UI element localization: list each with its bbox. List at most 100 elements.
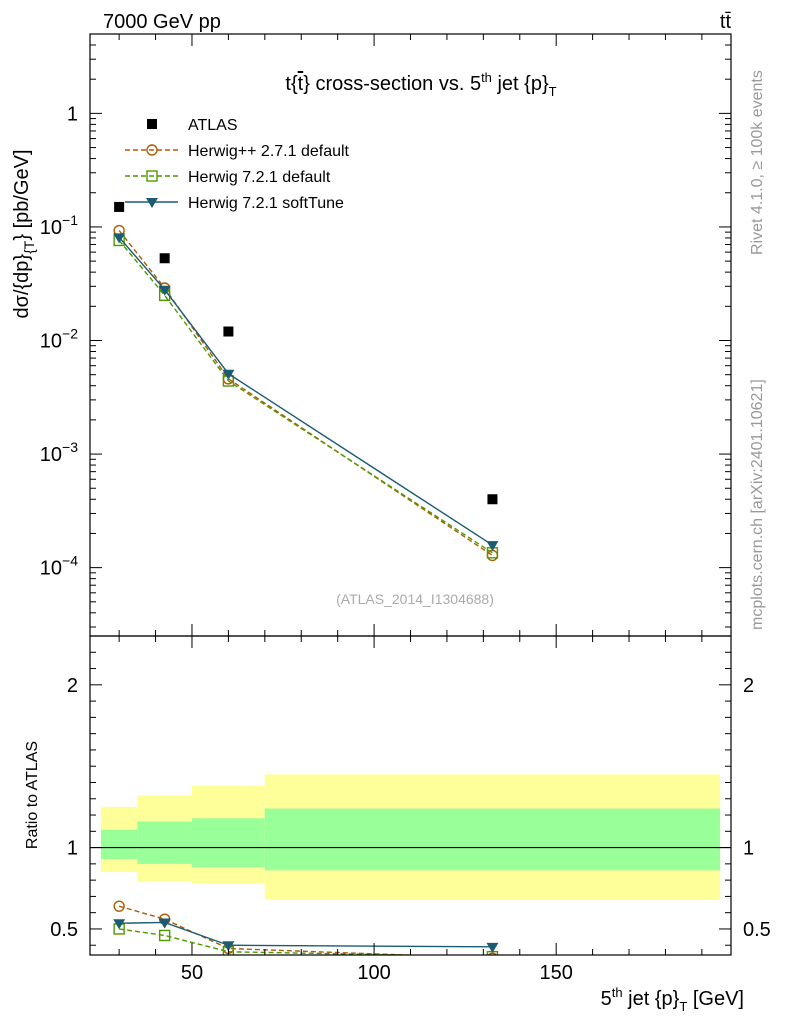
ratio-line xyxy=(119,928,443,955)
ratio-ytick-label-left: 0.5 xyxy=(50,919,78,941)
data-point xyxy=(486,541,499,552)
legend-item: Herwig 7.2.1 default xyxy=(125,169,331,186)
ytick-exponent: −3 xyxy=(62,439,78,455)
legend-marker xyxy=(146,198,158,208)
data-point xyxy=(159,253,170,264)
series-atlas xyxy=(114,201,498,505)
title-sub: T xyxy=(549,84,557,99)
legend-item: Herwig++ 2.7.1 default xyxy=(125,143,350,160)
ratio-ytick-label-right: 2 xyxy=(743,675,754,697)
main-ytick-label: 10−2 xyxy=(40,326,78,353)
ratio-bands xyxy=(100,774,721,900)
series-herwig-7-2-1-default xyxy=(113,234,499,559)
title-post: jet {p} xyxy=(492,73,549,95)
ratio-series-herwig-2-7-1-default xyxy=(113,900,498,955)
series-line xyxy=(118,240,493,554)
ratio-ytick-label-left: 2 xyxy=(67,675,78,697)
legend-item: Herwig 7.2.1 softTune xyxy=(125,195,344,212)
legend-marker xyxy=(147,119,157,129)
ytick-exponent: −2 xyxy=(62,326,78,342)
xlabel-sup: th xyxy=(612,985,623,1000)
data-point xyxy=(223,326,234,337)
watermark: (ATLAS_2014_I1304688) xyxy=(336,591,494,607)
series-herwig-7-2-1-softtune xyxy=(113,233,499,552)
ratio-ylabel: Ratio to ATLAS xyxy=(24,741,41,849)
process-tbar: t̄ xyxy=(725,11,731,33)
legend-label: ATLAS xyxy=(188,117,238,134)
ytick-base: 10 xyxy=(40,331,62,353)
ratio-ticks xyxy=(90,636,731,955)
data-point xyxy=(158,285,171,296)
ratio-series-herwig-7-2-1-default xyxy=(113,923,499,955)
main-frame xyxy=(89,33,732,637)
legend-label: Herwig++ 2.7.1 default xyxy=(188,143,350,160)
ratio-point xyxy=(158,918,171,929)
x-tick-label: 50 xyxy=(181,962,203,984)
ytick-base: 10 xyxy=(40,217,62,239)
main-title: t{t} cross-section vs. 5th jet {p}T xyxy=(285,70,556,99)
rivet-label: Rivet 4.1.0, ≥ 100k events xyxy=(749,70,766,255)
data-point xyxy=(114,201,125,212)
x-axis-label: 5th jet {p}T [GeV] xyxy=(601,985,744,1014)
process-t: t xyxy=(720,11,726,33)
main-ytick-label: 10−3 xyxy=(40,439,78,466)
title-tbar: t xyxy=(298,73,304,95)
ratio-point xyxy=(486,942,499,953)
data-point xyxy=(487,494,498,505)
ytick-base: 10 xyxy=(40,558,62,580)
main-ylabel: dσ/{dp}{T} [pb/GeV] xyxy=(11,149,37,318)
ratio-line xyxy=(118,905,424,955)
ratio-ytick-label-right: 0.5 xyxy=(743,919,771,941)
ylabel-b: } [pb/GeV] xyxy=(11,149,33,240)
main-ticks xyxy=(90,33,731,636)
ratio-line xyxy=(119,921,493,948)
main-ytick-label: 1 xyxy=(67,103,78,125)
data-point xyxy=(486,549,499,562)
ratio-point xyxy=(158,929,171,942)
legend-marker xyxy=(146,170,158,182)
title-sup: th xyxy=(481,70,492,85)
legend-marker xyxy=(146,144,158,156)
main-ytick-labels: 10−410−310−210−11 xyxy=(40,103,78,579)
band-inner xyxy=(264,808,721,871)
process-label: tt̄ xyxy=(720,11,732,33)
title-mid: } cross-section vs. 5 xyxy=(303,73,481,95)
x-tick-label: 100 xyxy=(357,962,390,984)
band-inner xyxy=(137,821,192,864)
series-line xyxy=(118,236,493,546)
xlabel-pre: 5 xyxy=(601,988,612,1010)
ratio-series xyxy=(113,900,499,955)
main-panel: 10−410−310−210−11 t{t} cross-section vs.… xyxy=(11,33,732,637)
ratio-ytick-label-right: 1 xyxy=(743,838,754,860)
ratio-point xyxy=(113,919,126,930)
xlabel-sub: T xyxy=(679,999,687,1014)
energy-label: 7000 GeV pp xyxy=(103,11,221,33)
ratio-tick-labels: 0.5 0.5 1 1 2 2 50 100 150 xyxy=(50,675,771,984)
main-series xyxy=(113,201,499,562)
mcplots-label: mcplots.cern.ch [arXiv:2401.10621] xyxy=(749,379,766,630)
ratio-point xyxy=(487,952,498,955)
legend: ATLAS Herwig++ 2.7.1 default Herwig 7.2.1 … xyxy=(125,117,350,212)
ratio-point xyxy=(222,941,235,952)
legend-item: ATLAS xyxy=(147,117,238,134)
band-inner xyxy=(100,829,138,859)
ratio-ytick-label-left: 1 xyxy=(67,838,78,860)
ratio-frame xyxy=(89,635,732,956)
data-point xyxy=(113,233,126,244)
ylabel-sub: {T xyxy=(21,240,37,254)
x-tick-label: 150 xyxy=(539,962,572,984)
ratio-point xyxy=(113,900,125,912)
ratio-panel: 0.5 0.5 1 1 2 2 50 100 150 Ratio to ATLAS 5th je… xyxy=(24,635,771,1014)
title-pre: t{ xyxy=(285,73,298,95)
legend-label: Herwig 7.2.1 default xyxy=(188,169,331,186)
legend-label: Herwig 7.2.1 softTune xyxy=(188,195,344,212)
data-point xyxy=(222,369,235,380)
xlabel-post: [GeV] xyxy=(687,988,744,1010)
ytick-exponent: −1 xyxy=(62,212,78,228)
main-ytick-label: 10−4 xyxy=(40,553,78,580)
band-inner xyxy=(191,818,265,868)
ytick-base: 10 xyxy=(40,444,62,466)
ylabel-a: dσ/{dp} xyxy=(11,254,33,319)
series-line xyxy=(118,230,493,557)
